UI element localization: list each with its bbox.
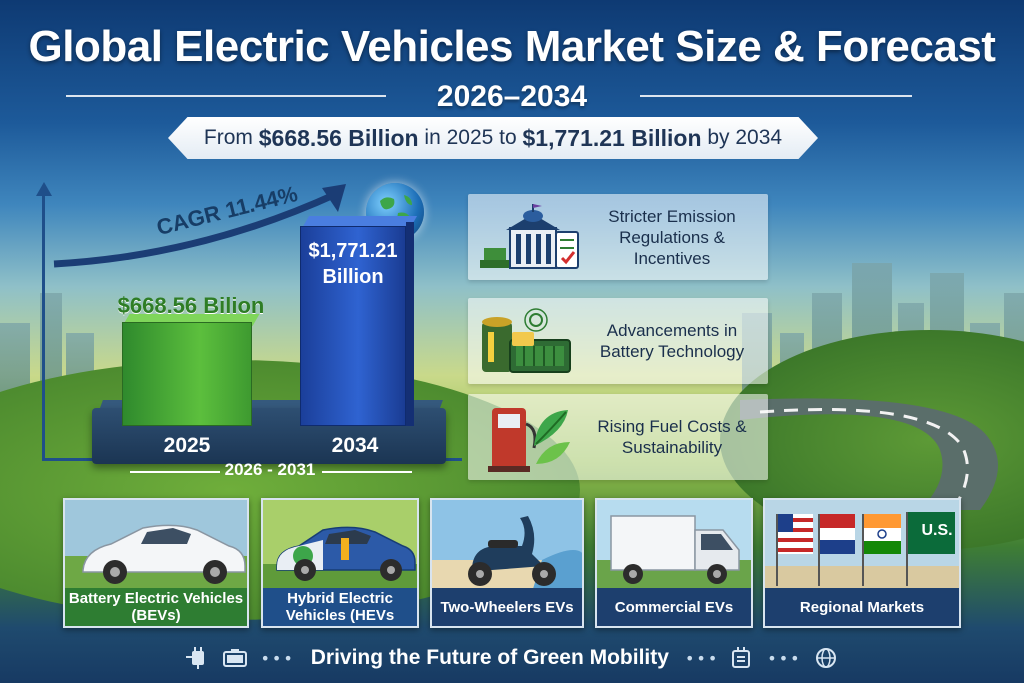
footer-dots-left: ••• bbox=[260, 648, 295, 668]
forecast-years: 2026–2034 bbox=[436, 80, 588, 113]
driver-label-battery: Advancements in Battery Technology bbox=[599, 321, 745, 361]
segment-label-two-wheelers: Two-Wheelers EVs bbox=[432, 588, 582, 626]
banner-suffix: by 2034 bbox=[707, 126, 783, 149]
ev-plug-icon bbox=[186, 647, 205, 669]
banner-value-2034: $1,771.21 Billion bbox=[522, 124, 702, 151]
segment-card-regional: U.S. Regional Markets bbox=[763, 498, 961, 628]
driver-label-regulations: Stricter Emission Regulations & Incentiv… bbox=[608, 206, 736, 268]
government-building-icon bbox=[480, 204, 579, 269]
footer-text: Driving the Future of Green Mobility bbox=[310, 646, 669, 669]
regional-flag-text: U.S. bbox=[921, 522, 953, 539]
flags-icon bbox=[765, 500, 959, 592]
driver-card-fuel: Rising Fuel Costs & Sustainability bbox=[468, 394, 768, 480]
range-label: 2026 - 2031 bbox=[100, 460, 440, 482]
bar-2034-value-label: $1,771.21 Billion bbox=[300, 238, 406, 290]
bar-2034 bbox=[300, 226, 406, 426]
segment-card-two-wheelers: Two-Wheelers EVs bbox=[430, 498, 584, 628]
growth-arrow-icon bbox=[53, 184, 346, 268]
globe-icon bbox=[366, 183, 424, 241]
hev-car-icon bbox=[263, 500, 417, 592]
footer-dots-right: ••• bbox=[684, 648, 720, 668]
y-axis bbox=[42, 190, 45, 460]
banner-prefix: From bbox=[203, 126, 253, 149]
years-row: 2026–2034 bbox=[0, 80, 1024, 113]
range-label-text: 2026 - 2031 bbox=[224, 460, 316, 479]
driver-card-regulations: Stricter Emission Regulations & Incentiv… bbox=[468, 194, 768, 280]
bar-2025-value-label: $668.56 Bilion bbox=[117, 293, 265, 318]
scooter-icon bbox=[432, 500, 582, 592]
delivery-truck-icon bbox=[597, 500, 751, 592]
globe-footer-icon bbox=[815, 648, 836, 668]
fuel-pump-leaf-icon bbox=[488, 408, 570, 472]
segment-label-hev: Hybrid Electric Vehicles (HEVs bbox=[263, 588, 417, 626]
bev-car-icon bbox=[65, 500, 247, 592]
market-size-banner: From $668.56 Billion in 2025 to $1,771.2… bbox=[168, 117, 818, 159]
segment-label-regional: Regional Markets bbox=[765, 588, 959, 626]
segment-card-commercial: Commercial EVs bbox=[595, 498, 753, 628]
category-label-2034: 2034 bbox=[331, 434, 379, 457]
footer: ••• Driving the Future of Green Mobility… bbox=[0, 640, 1024, 676]
battery-icon bbox=[482, 308, 571, 373]
bar-2025 bbox=[122, 322, 252, 426]
footer-dots-far-right: ••• bbox=[767, 648, 802, 668]
banner-middle: in 2025 to bbox=[424, 126, 517, 149]
bar-2034-value-text: $1,771.21 Billion bbox=[308, 240, 398, 288]
background-road bbox=[740, 398, 998, 510]
bar-2034-side bbox=[406, 222, 414, 426]
segment-label-bev: Battery Electric Vehicles (BEVs) bbox=[65, 588, 247, 626]
driver-label-fuel: Rising Fuel Costs & Sustainability bbox=[597, 417, 747, 457]
driver-card-battery: Advancements in Battery Technology bbox=[468, 298, 768, 384]
battery-footer-icon bbox=[223, 649, 248, 667]
segment-card-bev: Battery Electric Vehicles (BEVs) bbox=[63, 498, 249, 628]
category-label-2025: 2025 bbox=[163, 434, 211, 457]
segment-card-hev: Hybrid Electric Vehicles (HEVs bbox=[261, 498, 419, 628]
charging-station-icon bbox=[732, 647, 751, 668]
page-title: Global Electric Vehicles Market Size & F… bbox=[28, 22, 996, 71]
y-axis-arrow-icon bbox=[36, 182, 52, 196]
banner-value-2025: $668.56 Billion bbox=[258, 124, 419, 151]
segment-label-commercial: Commercial EVs bbox=[597, 588, 751, 626]
